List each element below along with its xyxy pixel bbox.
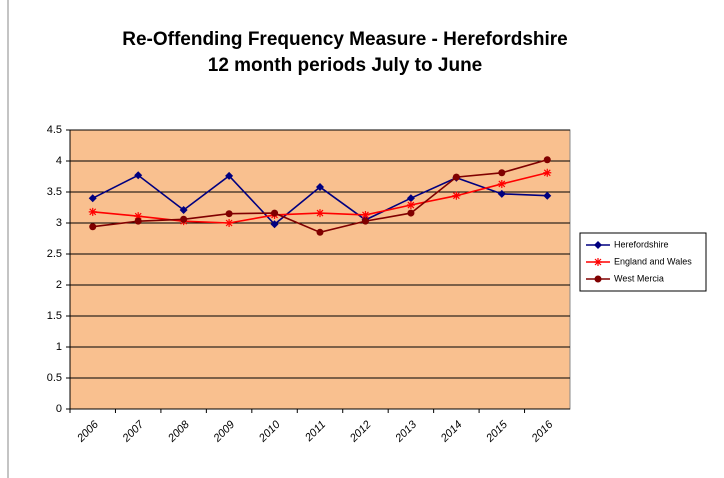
y-tick-label: 0 (56, 403, 62, 415)
x-tick-label: 2016 (529, 418, 556, 445)
y-tick-label: 4 (56, 155, 62, 167)
marker (543, 191, 552, 200)
plot-area (69, 129, 571, 410)
y-tick-label: 1 (56, 341, 62, 353)
marker (270, 220, 279, 229)
y-tick-label: 4.5 (47, 124, 62, 136)
marker (407, 209, 415, 217)
marker (361, 210, 370, 219)
x-tick-label: 2008 (165, 418, 192, 445)
legend-marker (594, 241, 602, 249)
chart-title: Re-Offending Frequency Measure - Herefor… (122, 29, 568, 50)
marker (497, 179, 506, 188)
x-tick-label: 2010 (256, 418, 283, 445)
chart-subtitle: 12 month periods July to June (208, 55, 483, 76)
marker (88, 194, 97, 203)
marker (543, 156, 551, 164)
marker (134, 212, 143, 221)
y-tick-label: 3 (56, 217, 62, 229)
marker (452, 173, 460, 181)
marker (271, 209, 279, 217)
legend-label: West Mercia (614, 273, 664, 283)
marker (543, 168, 552, 177)
legend-label: England and Wales (614, 256, 692, 266)
marker (89, 223, 97, 231)
x-tick-label: 2012 (347, 419, 374, 446)
y-tick-label: 0.5 (47, 372, 62, 384)
marker (225, 210, 233, 218)
marker (134, 217, 142, 225)
y-tick-label: 2 (56, 279, 62, 291)
x-tick-label: 2007 (120, 418, 147, 445)
marker (225, 171, 234, 180)
y-tick-label: 3.5 (47, 186, 62, 198)
x-tick-label: 2011 (302, 419, 328, 445)
marker (225, 219, 234, 227)
marker (406, 194, 415, 203)
x-tick-label: 2014 (438, 419, 465, 446)
marker (316, 209, 324, 218)
y-tick-label: 1.5 (47, 310, 62, 322)
legend-marker (594, 258, 602, 266)
marker (497, 189, 506, 198)
x-tick-label: 2006 (74, 418, 101, 445)
marker (316, 183, 324, 192)
marker (361, 217, 369, 225)
marker (180, 215, 188, 223)
x-tick-label: 2009 (211, 419, 238, 446)
marker (406, 201, 415, 210)
y-tick-label: 2.5 (47, 248, 62, 260)
marker (179, 205, 188, 214)
marker (498, 169, 506, 177)
x-tick-label: 2013 (393, 418, 420, 445)
marker (316, 228, 324, 236)
marker (88, 207, 97, 216)
marker (452, 191, 461, 200)
legend-marker (594, 275, 602, 283)
marker (134, 171, 143, 180)
legend-label: Herefordshire (614, 239, 669, 249)
x-tick-label: 2015 (483, 418, 510, 445)
